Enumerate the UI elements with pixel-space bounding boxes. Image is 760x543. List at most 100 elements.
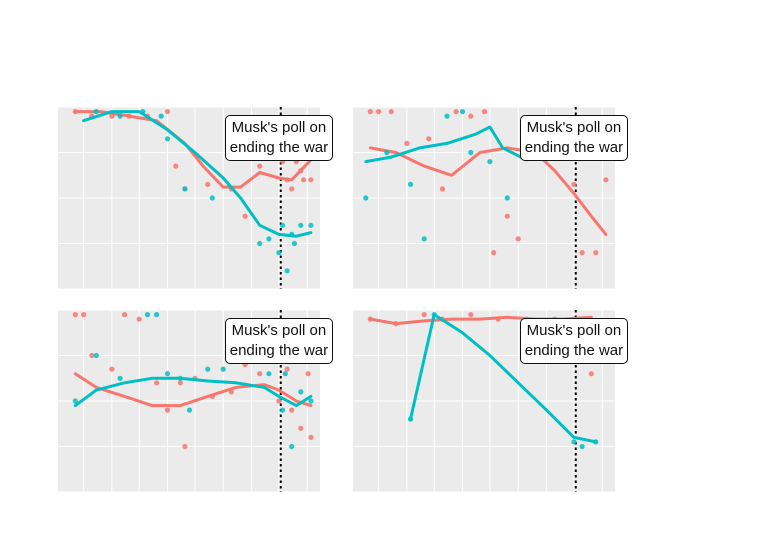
series-1-point [276, 398, 282, 404]
series-2-point [407, 181, 414, 187]
series-2-point [93, 109, 99, 115]
series-1-point [164, 407, 171, 413]
annotation-label: Musk's poll on ending the war [519, 318, 629, 364]
series-1-point [136, 316, 142, 322]
series-1-point [257, 371, 263, 377]
series-1-trend-line [73, 372, 313, 408]
series-1-point [72, 109, 78, 115]
series-2-point [593, 439, 599, 445]
series-2-point [504, 195, 510, 201]
series-1-point [367, 109, 373, 115]
series-1-point [603, 177, 609, 183]
series-2-point [164, 371, 171, 377]
series-1-point [72, 312, 78, 318]
annotation-label: Musk's poll on ending the war [224, 318, 334, 364]
series-1-point [504, 213, 510, 219]
series-1-point [301, 177, 307, 183]
series-1-point [376, 109, 382, 115]
series-1-point [284, 177, 290, 183]
series-1-point [439, 186, 446, 192]
series-1-point [571, 181, 577, 187]
series-1-point [468, 312, 474, 318]
series-2-point [280, 222, 286, 228]
series-1-point [404, 140, 410, 146]
series-1-point [298, 425, 304, 431]
series-2-point [384, 149, 390, 156]
series-2-point [282, 371, 288, 377]
series-1-point [164, 109, 171, 115]
annotation-label: Musk's poll on ending the war [224, 115, 334, 161]
series-2-point [308, 222, 314, 228]
series-2-trend-line [73, 376, 313, 408]
series-1-point [205, 181, 211, 187]
series-1-point [588, 371, 594, 377]
series-1-point [393, 321, 399, 327]
series-1-point [426, 136, 432, 142]
series-2-point [182, 186, 188, 192]
series-1-point [209, 393, 215, 399]
series-2-point [284, 268, 290, 274]
series-1-point [388, 109, 394, 115]
series-2-trend-line [409, 313, 598, 444]
series-1-point [289, 186, 295, 192]
series-2-point [154, 312, 160, 318]
series-1-point [495, 316, 501, 322]
series-2-point [289, 231, 295, 237]
series-1-point [89, 352, 95, 359]
series-2-point [257, 240, 263, 247]
series-2-point [431, 312, 437, 318]
series-1-trend-line [368, 146, 608, 236]
series-2-point [117, 113, 123, 119]
series-2-point [291, 240, 297, 247]
series-2-point [487, 159, 493, 165]
series-1-point [182, 443, 188, 450]
series-1-point [298, 168, 304, 174]
series-1-point [579, 250, 585, 256]
series-1-point [109, 366, 115, 372]
series-2-point [117, 375, 123, 381]
series-1-point [515, 236, 521, 242]
series-1-point [491, 250, 497, 256]
series-1-point [305, 371, 311, 377]
series-1-point [228, 389, 234, 395]
series-2-point [220, 366, 226, 372]
series-1-point [367, 316, 373, 322]
series-1-point [177, 380, 183, 386]
series-2-point [444, 113, 450, 119]
series-1-point [81, 312, 87, 318]
series-2-point [421, 236, 427, 242]
series-2-point [571, 439, 577, 445]
series-1-point [289, 407, 295, 413]
series-2-point [407, 416, 414, 422]
series-2-trend-line [82, 110, 313, 238]
series-1-point [154, 380, 160, 386]
series-1-point [468, 113, 474, 119]
series-2-point [280, 407, 286, 413]
series-1-point [122, 312, 128, 318]
series-2-point [308, 398, 314, 404]
series-2-point [205, 366, 211, 372]
series-2-point [186, 407, 193, 413]
series-1-point [481, 109, 488, 115]
series-2-point [164, 136, 171, 142]
annotation-label: Musk's poll on ending the war [519, 115, 629, 161]
series-1-point [242, 213, 248, 219]
series-2-point [140, 109, 146, 115]
series-2-point [158, 113, 164, 119]
series-2-point [266, 371, 272, 377]
series-1-point [308, 177, 314, 183]
series-2-point [468, 149, 474, 156]
series-1-point [257, 163, 263, 169]
series-2-point [298, 222, 304, 228]
series-1-trend-line [73, 110, 313, 189]
series-2-point [177, 375, 183, 381]
series-2-point [276, 250, 282, 256]
series-2-point [363, 195, 369, 201]
series-2-point [579, 443, 585, 450]
series-1-point [453, 109, 459, 115]
series-1-point [421, 312, 427, 318]
series-1-point [126, 113, 132, 119]
series-2-point [144, 312, 151, 318]
series-1-point [109, 113, 115, 119]
